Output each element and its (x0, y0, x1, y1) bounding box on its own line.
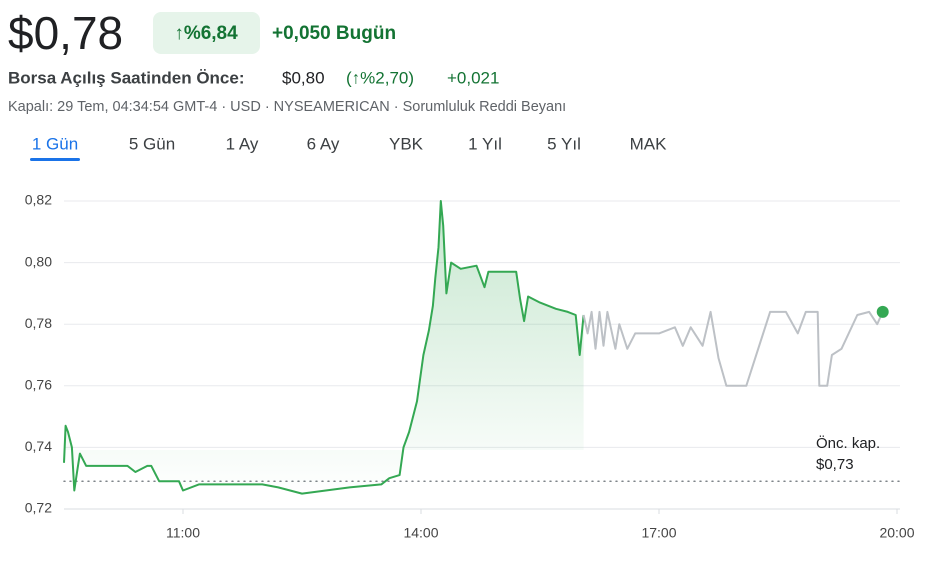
tab[interactable]: 1 Yıl (468, 134, 502, 153)
price-line (63, 200, 585, 495)
premarket-pct: (↑%2,70) (346, 68, 414, 87)
y-tick-label: 0,72 (25, 500, 52, 516)
y-tick-label: 0,82 (25, 192, 52, 208)
y-tick-label: 0,80 (25, 253, 52, 269)
x-tick-label: 11:00 (166, 525, 200, 541)
meta: Kapalı: 29 Tem, 04:34:54 GMT-4 · USD · N… (8, 99, 566, 115)
x-tick-label: 20:00 (879, 525, 914, 541)
x-tick-label: 17:00 (641, 525, 676, 541)
previous-close-label: Önc. kap. (816, 434, 880, 452)
premarket-price: $0,80 (282, 68, 325, 87)
price-line (582, 310, 884, 387)
tab[interactable]: 5 Yıl (547, 134, 581, 153)
price: $0,78 (8, 7, 123, 59)
y-tick-label: 0,76 (25, 377, 52, 393)
premarket-abs: +0,021 (447, 68, 499, 87)
tab[interactable]: 1 Ay (226, 134, 259, 153)
change-abs: +0,050 Bugün (272, 23, 396, 44)
change-pct: ↑%6,84 (174, 23, 238, 44)
tab[interactable]: 1 Gün (32, 134, 78, 153)
tab[interactable]: YBK (389, 134, 424, 153)
tab[interactable]: MAK (630, 134, 668, 153)
tab[interactable]: 5 Gün (129, 134, 175, 153)
last-point (876, 305, 889, 318)
area-fill (64, 201, 584, 494)
previous-close-value: $0,73 (816, 456, 854, 473)
y-tick-label: 0,74 (25, 438, 52, 454)
change-badge (153, 12, 260, 54)
tab[interactable]: 6 Ay (307, 134, 340, 153)
y-tick-label: 0,78 (25, 315, 52, 331)
tab-underline (30, 158, 80, 161)
premarket-label: Borsa Açılış Saatinden Önce: (8, 68, 245, 87)
x-tick-label: 14:00 (403, 525, 438, 541)
